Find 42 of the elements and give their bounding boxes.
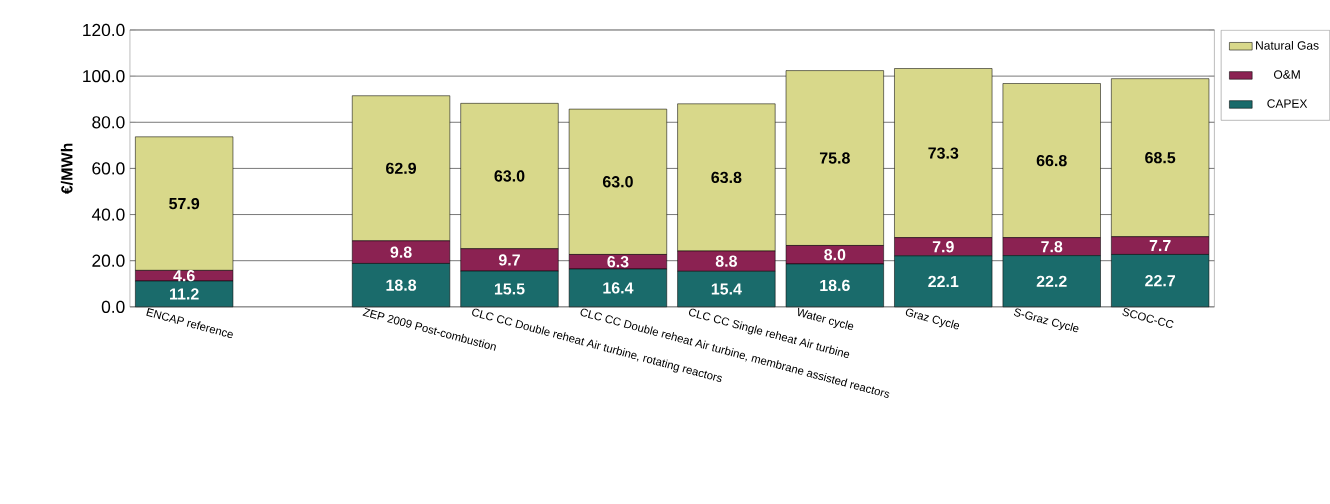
data-label: 4.6 xyxy=(173,270,195,282)
data-label: 22.1 xyxy=(928,275,959,288)
data-label: 15.5 xyxy=(494,283,525,295)
y-tick-label: 120.0 xyxy=(83,23,125,37)
data-label: 68.5 xyxy=(1145,152,1176,164)
data-label: 66.8 xyxy=(1036,155,1067,167)
data-label: 8.0 xyxy=(824,249,846,261)
data-label: 57.9 xyxy=(169,198,200,210)
data-label: 63.0 xyxy=(494,170,525,182)
x-tick-label: S-Graz Cycle xyxy=(1013,308,1079,333)
legend-label: Natural Gas xyxy=(1256,41,1319,50)
data-label: 7.7 xyxy=(1149,240,1171,252)
data-label: 75.8 xyxy=(819,152,850,164)
data-label: 9.7 xyxy=(498,254,520,266)
legend-label: O&M xyxy=(1273,70,1300,79)
data-label: 18.8 xyxy=(386,279,417,291)
data-label: 9.8 xyxy=(390,246,412,258)
y-tick-label: 100.0 xyxy=(83,70,125,83)
data-label: 62.9 xyxy=(386,162,417,175)
data-label: 11.2 xyxy=(170,288,199,300)
data-label: 16.4 xyxy=(603,282,634,294)
y-tick-label: 20.0 xyxy=(92,254,125,267)
x-tick-label: Water cycle xyxy=(798,307,854,331)
data-label: 15.4 xyxy=(711,283,742,295)
y-tick-label: 80.0 xyxy=(92,116,125,129)
data-label: 22.2 xyxy=(1036,275,1067,287)
y-axis-title: €/MWh xyxy=(60,143,73,195)
data-label: 63.0 xyxy=(602,176,633,188)
data-label: 6.3 xyxy=(607,256,629,268)
data-label: 7.9 xyxy=(932,241,954,253)
data-label: 63.8 xyxy=(711,171,742,184)
data-label: 7.8 xyxy=(1041,241,1063,253)
data-label: 73.3 xyxy=(928,147,959,159)
legend-label: CAPEX xyxy=(1267,99,1308,108)
y-tick-label: 60.0 xyxy=(92,162,125,175)
data-label: 22.7 xyxy=(1145,275,1176,287)
data-label: 18.6 xyxy=(820,279,850,292)
x-tick-label: Graz Cycle xyxy=(905,308,960,330)
y-tick-label: 0.0 xyxy=(101,300,125,314)
x-tick-label: ENCAP reference xyxy=(146,308,233,339)
data-label: 8.8 xyxy=(715,255,738,267)
y-tick-label: 40.0 xyxy=(91,208,125,221)
